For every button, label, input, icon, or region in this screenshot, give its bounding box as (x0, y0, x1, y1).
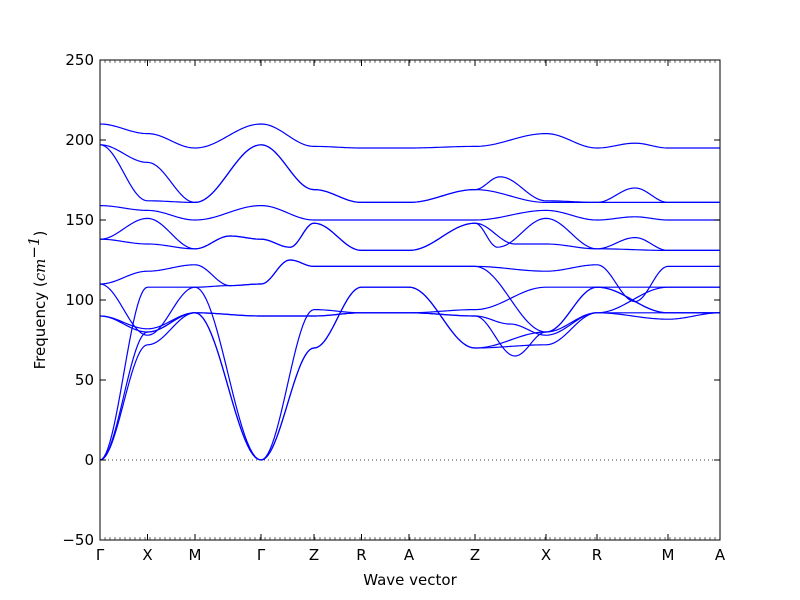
x-tick-label: R (356, 546, 366, 564)
x-tick-label: Z (470, 546, 480, 564)
band-line-10 (99, 204, 720, 221)
y-tick-label: 0 (84, 451, 94, 469)
y-axis-label-unit: cm (31, 259, 49, 282)
x-tick-label: A (404, 546, 415, 564)
x-tick-label: M (662, 546, 675, 564)
band-line-9 (99, 222, 720, 251)
y-tick-label: 50 (75, 371, 94, 389)
y-tick-label: 100 (65, 291, 94, 309)
y-tick-label: 150 (65, 211, 94, 229)
y-tick-label: 200 (65, 131, 94, 149)
band-line-5 (99, 312, 720, 357)
tick-labels-layer: −50 0 50 100 150 200 250 Γ X M Γ Z R A Z X R M A (62, 51, 726, 564)
plot-frame (99, 59, 721, 541)
x-tick-label: R (592, 546, 602, 564)
x-tick-label: X (142, 546, 152, 564)
x-tick-label: Z (309, 546, 319, 564)
band-line-13 (99, 123, 720, 149)
band-line-12 (99, 144, 720, 204)
bands-layer (99, 123, 721, 461)
y-axis-label: Frequency (cm−1) (25, 231, 49, 370)
x-axis-label: Wave vector (363, 571, 457, 589)
band-line-7 (99, 259, 720, 303)
y-axis-label-close: ) (31, 231, 49, 237)
x-tick-label: Γ (96, 546, 105, 564)
y-axis-label-exp: −1 (25, 236, 43, 258)
x-tick-label: M (189, 546, 202, 564)
x-tick-label: Γ (257, 546, 266, 564)
y-tick-label: 250 (65, 51, 94, 69)
y-axis-label-text: Frequency ( (31, 281, 49, 369)
y-tick-label: −50 (62, 531, 94, 549)
x-tick-label: X (541, 546, 551, 564)
plot-area (100, 60, 720, 540)
x-tick-label: A (715, 546, 726, 564)
